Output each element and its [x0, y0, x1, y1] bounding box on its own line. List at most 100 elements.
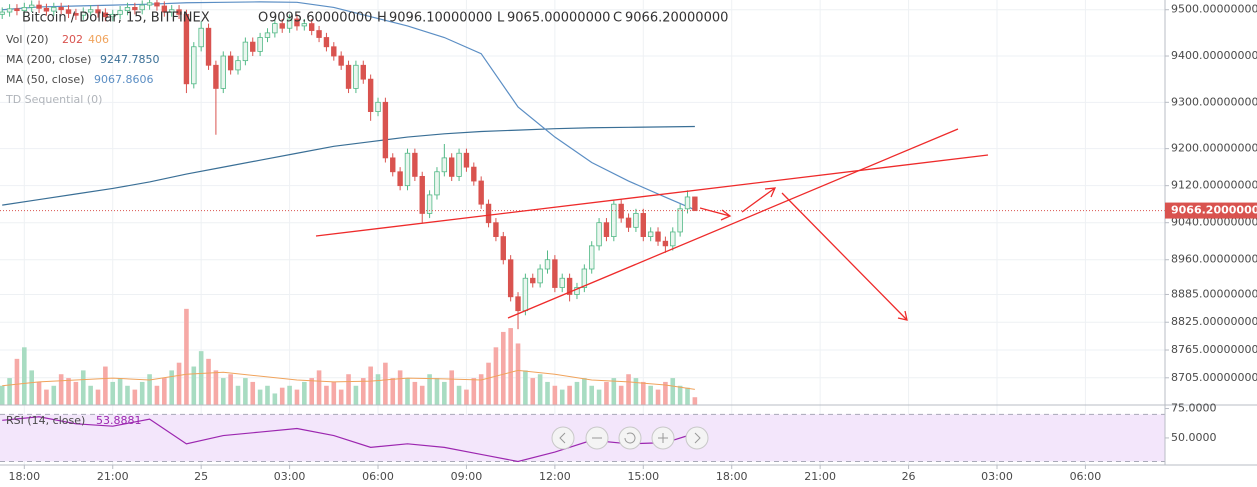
y-tick-label: 8960.00000000	[1171, 253, 1257, 266]
volume-bar	[80, 370, 86, 405]
candle-body	[117, 10, 123, 15]
candle-body	[633, 213, 639, 228]
scroll-left-button[interactable]	[551, 426, 575, 450]
volume-bar	[206, 358, 211, 405]
volume-bar	[162, 378, 167, 405]
y-tick-label: 9120.00000000	[1171, 179, 1257, 192]
scroll-right-button[interactable]	[685, 426, 709, 450]
volume-bar	[169, 370, 174, 405]
volume-bar	[331, 381, 337, 405]
x-tick-label: 03:00	[981, 470, 1013, 483]
volume-bar	[198, 351, 204, 405]
candle-body	[205, 27, 212, 66]
volume-bar	[663, 381, 668, 405]
ohlc-value: 9095.60000000	[269, 11, 372, 26]
volume-bar	[412, 381, 418, 405]
x-tick-label: 18:00	[8, 470, 40, 483]
volume-bar	[508, 328, 513, 405]
candle-body	[279, 23, 285, 29]
volume-bar	[515, 343, 521, 405]
candle-body	[522, 277, 529, 312]
y-tick-label: 8885.00000000	[1171, 287, 1257, 300]
volume-bar	[29, 370, 34, 405]
x-tick-label: 03:00	[274, 470, 306, 483]
candle-body	[485, 203, 492, 224]
rsi-line	[2, 416, 696, 463]
x-tick-label: 09:00	[451, 470, 483, 483]
reset-button[interactable]	[618, 426, 642, 450]
candle-body	[14, 8, 20, 12]
y-tick-label: 8765.00000000	[1171, 343, 1257, 356]
candle-body	[611, 203, 617, 237]
candle-body	[51, 7, 57, 12]
volume-bar	[545, 381, 550, 405]
candle-body	[183, 13, 190, 85]
candle-body	[662, 240, 669, 247]
y-tick-label: 8825.00000000	[1171, 315, 1257, 328]
volume-bar	[618, 385, 624, 405]
candle-body	[102, 12, 109, 18]
zoom-in-button[interactable]	[651, 426, 675, 450]
ohlc-prefix: O	[258, 11, 268, 26]
volume-bar	[611, 378, 617, 405]
candle-body	[65, 9, 72, 14]
trendlines	[315, 128, 989, 321]
x-tick-label: 25	[194, 470, 208, 483]
navigation	[551, 426, 709, 450]
candle-body	[191, 46, 197, 85]
candle-body	[132, 7, 138, 11]
volume-bar	[272, 393, 278, 405]
legend-label: TD Sequential (0)	[5, 93, 102, 106]
candle-body	[28, 4, 35, 8]
legend-label: RSI (14, close)	[6, 414, 85, 427]
candle-body	[36, 4, 42, 9]
volume-bar	[692, 397, 698, 405]
candle-body	[110, 13, 116, 18]
candle-body	[589, 245, 595, 270]
volume-bar	[257, 389, 263, 405]
volume-bar	[375, 374, 381, 405]
legend-label: MA (50, close)	[6, 73, 84, 86]
volume-bar	[36, 381, 42, 405]
volume-bar	[574, 381, 580, 405]
candle-body	[596, 222, 602, 247]
candle-body	[250, 41, 256, 52]
volume-bar	[456, 385, 462, 405]
candle-body	[382, 101, 389, 159]
volume-bar	[235, 385, 241, 405]
ohlc-value: 9096.10000000	[389, 11, 492, 26]
candle-body	[264, 32, 271, 38]
volume-bar	[582, 378, 587, 405]
x-tick-label: 06:00	[362, 470, 394, 483]
volume-bar	[250, 381, 256, 405]
candle-body	[353, 64, 359, 89]
candle-body	[677, 208, 683, 233]
candle-body	[294, 18, 300, 27]
candle-body	[449, 157, 455, 177]
candle-body	[6, 8, 13, 13]
volume-bar	[73, 381, 79, 405]
volume-bar	[486, 362, 491, 405]
candle-body	[500, 236, 506, 261]
zoom-out-button[interactable]	[585, 426, 609, 450]
candle-body	[397, 171, 403, 187]
volume-bar	[316, 370, 322, 405]
candle-body	[316, 30, 322, 38]
candle-body	[286, 18, 293, 29]
volume-bar	[383, 362, 388, 405]
volume-bar	[88, 385, 93, 405]
candle-body	[21, 7, 28, 12]
volume-bar	[478, 374, 484, 405]
candle-body	[43, 7, 50, 12]
ma200-line	[2, 125, 695, 206]
x-tick-label: 18:00	[716, 470, 748, 483]
legend-label: MA (200, close)	[6, 53, 91, 66]
candle-body	[168, 9, 175, 13]
ohlc-prefix: C	[613, 11, 622, 26]
candle-body	[404, 152, 411, 187]
candle-body	[0, 11, 5, 15]
candle-body	[581, 268, 588, 288]
volume-bar	[309, 378, 314, 405]
candle-body	[146, 2, 153, 6]
